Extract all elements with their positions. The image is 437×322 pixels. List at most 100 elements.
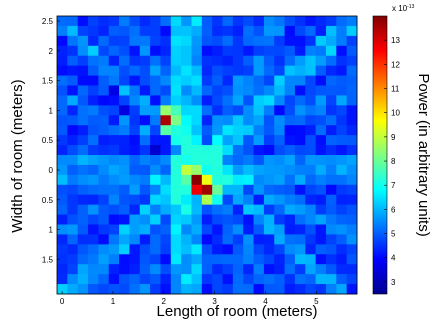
heatmap-cell [160,254,172,265]
heatmap-cell [170,25,182,37]
heatmap-cell [129,174,141,186]
heatmap-cell [139,16,151,27]
heatmap-cell [67,254,79,265]
heatmap-cell [57,145,68,156]
heatmap-cell [212,164,223,176]
heatmap-cell [315,35,327,47]
heatmap-cell [77,25,89,37]
heatmap-cell [325,35,337,47]
heatmap-cell [108,155,120,166]
heatmap-cell [191,125,203,136]
heatmap-cell [170,105,182,116]
heatmap-cell [98,254,110,265]
heatmap-cell [88,274,99,285]
heatmap-cell [305,135,317,146]
heatmap-cell [77,65,89,76]
heatmap-cell [98,244,110,255]
heatmap-cell [150,115,161,126]
heatmap-cell [181,224,192,235]
heatmap-cell [294,105,306,116]
heatmap-cell [263,214,275,225]
heatmap-cell [232,35,244,47]
y-tick-label: 1 [49,106,54,115]
heatmap-cell [263,55,275,67]
heatmap-cell [212,264,223,275]
heatmap-cell [150,25,161,37]
heatmap-cell [108,234,120,245]
heatmap-cell [77,75,89,86]
heatmap-cell [294,264,306,275]
heatmap-cell [129,75,141,86]
heatmap-cell [243,55,254,67]
heatmap-cell [150,35,161,47]
heatmap-cell [315,204,327,215]
heatmap-cell [108,164,120,176]
heatmap-cell [222,145,234,156]
heatmap-cell [315,214,327,225]
heatmap-cell [336,95,348,106]
heatmap-cell [77,85,89,96]
heatmap-cell [201,194,213,206]
heatmap-cell [98,45,110,57]
heatmap-cell [284,65,296,76]
heatmap-cell [119,85,130,96]
x-tick-label: 0 [60,297,65,306]
heatmap-cell [67,105,79,116]
heatmap-cell [315,234,327,245]
heatmap-cell [253,115,265,126]
heatmap-cell [129,105,141,116]
heatmap-cell [170,184,182,196]
heatmap-cell [336,75,348,86]
heatmap-cell [222,174,234,186]
heatmap-cell [263,234,275,245]
heatmap-cell [77,125,89,136]
heatmap-cell [139,45,151,57]
heatmap-cell [284,184,296,196]
heatmap-cell [336,204,348,215]
heatmap-cell [191,16,203,27]
heatmap-cell [325,95,337,106]
heatmap-cell [119,35,130,47]
heatmap-cell [170,155,182,166]
heatmap-cell [77,234,89,245]
heatmap-cell [222,284,234,295]
heatmap-cell [263,95,275,106]
heatmap-cell [243,25,254,37]
heatmap-cell [305,184,317,196]
heatmap-cell [263,284,275,295]
heatmap-cell [263,25,275,37]
heatmap-cell [305,16,317,27]
heatmap-cell [67,65,79,76]
heatmap-cell [98,164,110,176]
heatmap-cell [315,184,327,196]
heatmap-cell [67,194,79,206]
heatmap-cell [222,135,234,146]
heatmap-cell [325,115,337,126]
heatmap-cell [263,35,275,47]
heatmap-cell [336,45,348,57]
heatmap-cell [325,25,337,37]
heatmap-cell [160,164,172,176]
heatmap-cell [67,274,79,285]
heatmap-cell [98,115,110,126]
heatmap-cell [57,164,68,176]
heatmap-cell [294,164,306,176]
heatmap-cell [57,55,68,67]
heatmap-cell [160,135,172,146]
colorbar-tick-label: 5 [391,230,396,239]
heatmap-cell [243,214,254,225]
heatmap-cell [170,35,182,47]
heatmap-cell [119,65,130,76]
heatmap-cell [191,135,203,146]
heatmap-cell [108,45,120,57]
heatmap-cell [150,184,161,196]
heatmap-cell [263,105,275,116]
heatmap-cell [222,194,234,206]
heatmap-cell [305,145,317,156]
heatmap-cell [336,224,348,235]
heatmap-cell [181,75,192,86]
heatmap-cell [108,274,120,285]
heatmap-cell [294,45,306,57]
colorbar-tick-label: 3 [391,278,396,287]
heatmap-cell [181,254,192,265]
